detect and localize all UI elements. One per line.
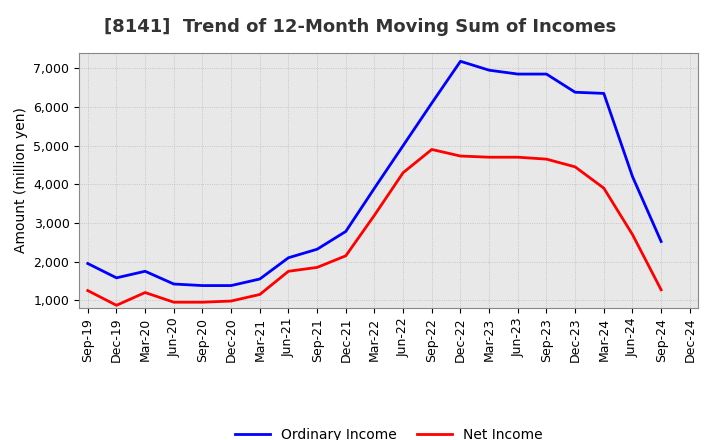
Net Income — [513, 154, 522, 160]
Ordinary Income — [312, 246, 321, 252]
Net Income — [370, 213, 379, 218]
Line: Ordinary Income: Ordinary Income — [88, 61, 661, 286]
Net Income — [312, 265, 321, 270]
Ordinary Income — [256, 276, 264, 282]
Net Income — [341, 253, 350, 258]
Ordinary Income — [456, 59, 465, 64]
Ordinary Income — [399, 143, 408, 148]
Net Income — [84, 288, 92, 293]
Ordinary Income — [370, 186, 379, 191]
Net Income — [456, 154, 465, 159]
Net Income — [198, 300, 207, 305]
Net Income — [227, 298, 235, 304]
Net Income — [600, 186, 608, 191]
Net Income — [628, 232, 636, 237]
Y-axis label: Amount (million yen): Amount (million yen) — [14, 107, 28, 253]
Ordinary Income — [628, 174, 636, 179]
Ordinary Income — [169, 282, 178, 287]
Ordinary Income — [84, 261, 92, 266]
Ordinary Income — [227, 283, 235, 288]
Text: [8141]  Trend of 12-Month Moving Sum of Incomes: [8141] Trend of 12-Month Moving Sum of I… — [104, 18, 616, 36]
Net Income — [571, 164, 580, 169]
Net Income — [112, 303, 121, 308]
Ordinary Income — [513, 71, 522, 77]
Ordinary Income — [428, 100, 436, 106]
Net Income — [284, 269, 293, 274]
Net Income — [141, 290, 150, 295]
Ordinary Income — [485, 68, 493, 73]
Ordinary Income — [198, 283, 207, 288]
Ordinary Income — [600, 91, 608, 96]
Ordinary Income — [112, 275, 121, 280]
Line: Net Income: Net Income — [88, 150, 661, 305]
Ordinary Income — [571, 90, 580, 95]
Net Income — [169, 300, 178, 305]
Net Income — [542, 157, 551, 162]
Ordinary Income — [542, 71, 551, 77]
Ordinary Income — [141, 269, 150, 274]
Net Income — [256, 292, 264, 297]
Legend: Ordinary Income, Net Income: Ordinary Income, Net Income — [229, 422, 549, 440]
Net Income — [657, 287, 665, 293]
Net Income — [428, 147, 436, 152]
Ordinary Income — [284, 255, 293, 260]
Ordinary Income — [657, 239, 665, 244]
Net Income — [485, 154, 493, 160]
Ordinary Income — [341, 229, 350, 234]
Net Income — [399, 170, 408, 175]
